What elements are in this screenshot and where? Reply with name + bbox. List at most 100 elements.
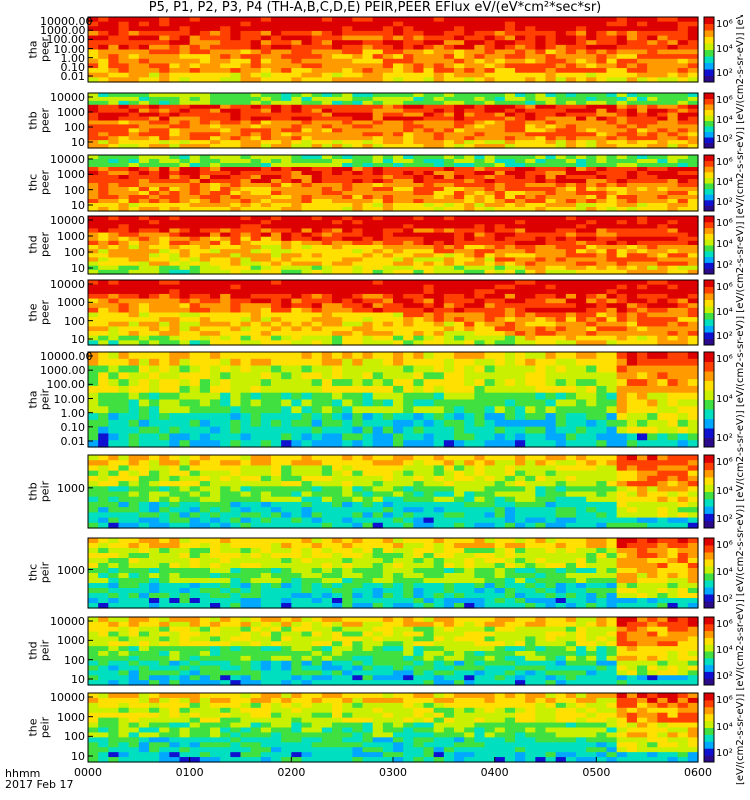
- heat-cell: [98, 54, 109, 60]
- heat-cell: [108, 136, 120, 141]
- heat-cell: [565, 352, 577, 360]
- heat-cell: [189, 331, 201, 337]
- heat-cell: [260, 49, 272, 55]
- heat-cell: [515, 392, 526, 401]
- heat-cell: [677, 352, 689, 360]
- heat-cell: [657, 163, 669, 168]
- heat-cell: [199, 257, 211, 263]
- heat-cell: [484, 269, 496, 275]
- heat-cell: [128, 199, 140, 204]
- colorbar-step: [704, 56, 714, 63]
- heat-cell: [311, 392, 323, 401]
- heat-cell: [159, 249, 170, 254]
- heat-cell: [189, 35, 201, 41]
- heat-cell: [626, 249, 638, 254]
- heat-cell: [677, 120, 689, 126]
- heat-cell: [413, 124, 425, 129]
- heat-cell: [443, 44, 455, 51]
- heat-cell: [423, 216, 435, 221]
- heat-cell: [667, 44, 679, 51]
- heat-cell: [88, 167, 99, 172]
- heat-cell: [433, 199, 445, 204]
- heat-cell: [179, 77, 191, 83]
- heat-cell: [210, 289, 221, 295]
- heat-cell: [118, 385, 130, 394]
- heat-cell: [626, 136, 638, 141]
- heat-cell: [118, 93, 130, 98]
- heat-cell: [576, 265, 587, 271]
- heat-cell: [484, 17, 496, 23]
- heat-cell: [515, 144, 526, 149]
- heat-cell: [128, 426, 140, 435]
- heat-cell: [362, 220, 374, 225]
- heat-cell: [220, 116, 231, 122]
- heat-cell: [250, 236, 262, 242]
- heat-cell: [586, 399, 597, 407]
- heat-cell: [433, 124, 445, 129]
- heat-cell: [637, 132, 648, 137]
- heat-cell: [393, 203, 404, 208]
- panel-thd-peer: [87, 215, 715, 275]
- heat-cell: [220, 280, 231, 286]
- heat-cell: [393, 257, 404, 263]
- heat-cell: [586, 163, 597, 168]
- heat-cell: [403, 331, 414, 337]
- heat-cell: [393, 155, 404, 160]
- heat-cell: [210, 399, 221, 407]
- heat-cell: [413, 228, 425, 234]
- heat-cell: [565, 183, 577, 188]
- heat-cell: [271, 183, 282, 188]
- heat-cell: [464, 261, 475, 267]
- heat-cell: [433, 399, 445, 407]
- heat-cell: [98, 224, 109, 230]
- heat-cell: [311, 128, 323, 133]
- heat-cell: [128, 187, 140, 192]
- heat-cell: [555, 132, 567, 137]
- heat-cell: [199, 224, 211, 230]
- heat-cell: [413, 224, 425, 230]
- heat-cell: [606, 163, 618, 168]
- heat-cell: [342, 232, 353, 238]
- heat-cell: [525, 132, 536, 137]
- heat-cell: [484, 167, 496, 172]
- heat-cell: [281, 303, 292, 309]
- heat-cell: [291, 100, 303, 106]
- heat-cell: [210, 207, 221, 212]
- heat-cell: [362, 163, 374, 168]
- heat-cell: [220, 293, 231, 300]
- heat-cell: [657, 68, 669, 74]
- heat-cell: [271, 232, 282, 238]
- heat-cell: [525, 340, 536, 346]
- heat-cell: [332, 72, 343, 78]
- heat-cell: [525, 49, 536, 55]
- heat-cell: [464, 100, 475, 106]
- heat-cell: [98, 140, 109, 145]
- heat-cell: [159, 132, 170, 137]
- heat-cell: [210, 216, 221, 221]
- heat-cell: [647, 245, 658, 250]
- heat-cell: [687, 68, 699, 74]
- heat-cell: [626, 372, 638, 380]
- heat-cell: [301, 54, 313, 60]
- heat-cell: [352, 312, 364, 318]
- heat-cell: [423, 331, 435, 337]
- heat-cell: [433, 293, 445, 300]
- heat-cell: [240, 175, 252, 180]
- heat-cell: [393, 72, 404, 78]
- heat-cell: [464, 419, 475, 428]
- heat-cell: [382, 128, 394, 133]
- heat-cell: [362, 317, 374, 323]
- heat-cell: [616, 199, 628, 204]
- heat-cell: [352, 365, 364, 373]
- heat-cell: [138, 112, 150, 118]
- heat-cell: [515, 163, 526, 168]
- heat-cell: [250, 284, 262, 290]
- heat-cell: [352, 163, 364, 168]
- heat-cell: [565, 289, 577, 295]
- colorbar-step: [704, 194, 714, 201]
- heat-cell: [108, 203, 120, 208]
- heat-cell: [454, 132, 465, 137]
- heat-cell: [525, 220, 536, 225]
- heat-cell: [565, 365, 577, 373]
- heat-cell: [606, 72, 618, 78]
